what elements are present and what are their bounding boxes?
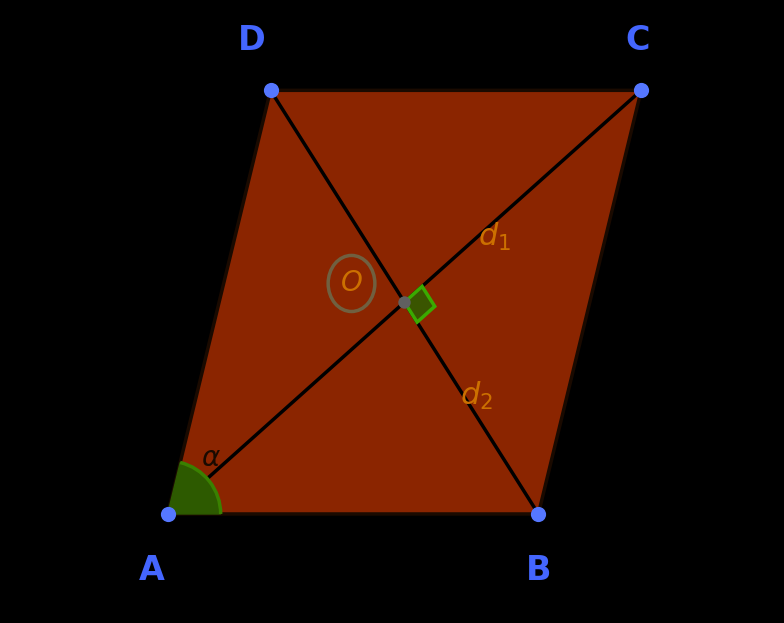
Text: B: B (525, 554, 551, 586)
Polygon shape (405, 287, 435, 322)
Point (398, 297, 411, 307)
Polygon shape (168, 462, 220, 514)
Text: D: D (238, 24, 266, 57)
Text: $d_2$: $d_2$ (459, 379, 492, 412)
Point (532, 509, 545, 519)
Text: A: A (140, 554, 165, 586)
Text: $\alpha$: $\alpha$ (201, 444, 221, 472)
Polygon shape (168, 90, 641, 514)
Point (264, 85, 277, 95)
Text: C: C (626, 24, 651, 57)
Point (162, 509, 174, 519)
Point (635, 85, 648, 95)
Text: $d_1$: $d_1$ (478, 221, 511, 253)
Text: $O$: $O$ (340, 270, 363, 297)
